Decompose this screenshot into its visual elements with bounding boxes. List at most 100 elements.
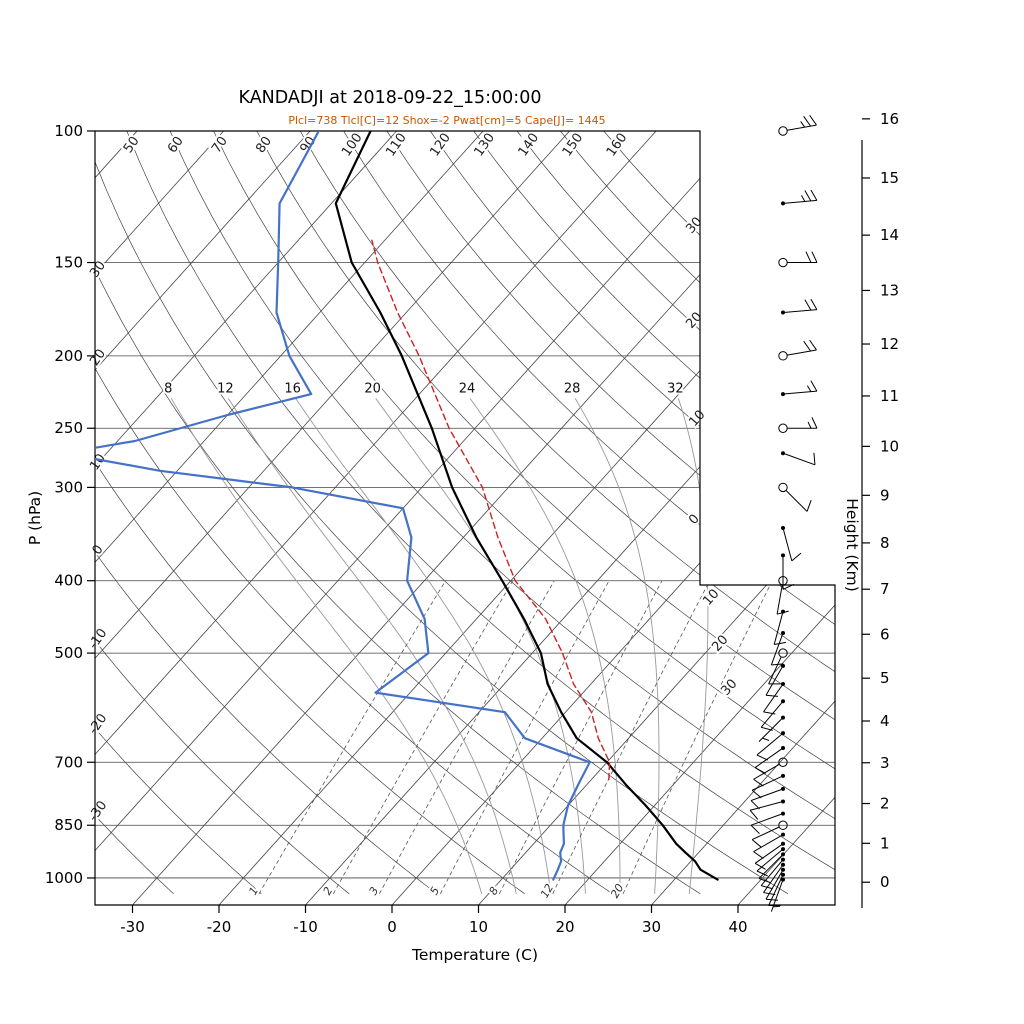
svg-text:160: 160 [604, 131, 631, 160]
parcel-profile [371, 239, 611, 781]
svg-text:30: 30 [642, 918, 661, 936]
svg-text:8: 8 [880, 534, 890, 552]
wind-barb [754, 746, 785, 774]
svg-text:0: 0 [90, 542, 107, 557]
svg-text:6: 6 [880, 625, 890, 643]
svg-text:100: 100 [339, 131, 366, 160]
wind-barb [778, 251, 818, 268]
wind-barb [768, 648, 788, 685]
svg-text:1: 1 [246, 885, 261, 898]
svg-text:150: 150 [54, 254, 83, 272]
wind-barb [773, 609, 787, 645]
svg-text:14: 14 [880, 226, 899, 244]
svg-text:-10: -10 [293, 918, 318, 936]
svg-text:2: 2 [321, 885, 336, 898]
svg-text:20: 20 [709, 632, 731, 654]
svg-text:13: 13 [880, 281, 899, 299]
svg-text:32: 32 [667, 381, 684, 396]
wind-barb [753, 832, 785, 859]
wind-barb [781, 451, 816, 466]
wind-barb [754, 841, 785, 870]
wind-barb [749, 799, 785, 820]
svg-text:40: 40 [728, 918, 747, 936]
wind-barb [781, 525, 802, 562]
svg-text:20: 20 [555, 918, 574, 936]
svg-text:12: 12 [217, 381, 234, 396]
svg-text:50: 50 [121, 134, 143, 156]
svg-text:10: 10 [686, 407, 708, 429]
svg-text:120: 120 [427, 131, 454, 160]
isotherm-grid [95, 131, 835, 905]
moist-adiabats [170, 398, 709, 894]
svg-text:-30: -30 [86, 798, 110, 824]
svg-text:8: 8 [487, 885, 502, 898]
svg-text:30: 30 [718, 676, 740, 698]
dewpoint-profile [95, 131, 591, 881]
svg-text:-10: -10 [86, 626, 110, 652]
wind-barb [756, 847, 785, 877]
svg-text:130: 130 [472, 131, 499, 160]
height-axis-title: Height (Km) [843, 498, 861, 592]
wind-barb [778, 339, 817, 361]
wind-barb [750, 811, 785, 835]
pressure-axis-title: P (hPa) [26, 491, 44, 545]
wind-barb [781, 380, 818, 397]
svg-text:700: 700 [54, 753, 83, 771]
svg-text:5: 5 [880, 669, 890, 687]
svg-text:400: 400 [54, 572, 83, 590]
wind-barb [781, 298, 818, 315]
wind-barb [778, 482, 812, 512]
svg-text:1: 1 [880, 834, 890, 852]
wind-barb [758, 852, 785, 884]
svg-text:60: 60 [165, 134, 187, 156]
svg-text:2: 2 [880, 795, 890, 813]
wind-barb [781, 189, 818, 206]
svg-text:110: 110 [383, 131, 410, 160]
wind-barb [760, 699, 785, 731]
svg-text:16: 16 [880, 110, 899, 128]
svg-text:-30: -30 [120, 918, 145, 936]
temperature-axis-title: Temperature (C) [411, 946, 538, 964]
svg-text:250: 250 [54, 419, 83, 437]
svg-text:80: 80 [253, 134, 275, 156]
pressure-axis: 100 150 200 250 300 400 500 700 850 1000 P (hPa) [26, 122, 95, 887]
wind-barb [770, 631, 785, 666]
svg-text:300: 300 [54, 478, 83, 496]
background-grid [95, 131, 835, 905]
svg-text:20: 20 [683, 309, 705, 331]
wind-barb [763, 682, 785, 715]
svg-text:9: 9 [880, 486, 890, 504]
svg-text:70: 70 [209, 134, 231, 156]
mixing-ratio-labels: 1 2 3 5 8 12 20 [244, 880, 628, 903]
temperature-axis: -30 -20 -10 0 10 20 30 40 Temperature (C) [120, 905, 748, 964]
wind-barb [751, 820, 788, 848]
svg-text:-20: -20 [207, 918, 232, 936]
svg-text:850: 850 [54, 816, 83, 834]
wind-barb [778, 114, 817, 136]
sounding-profiles [95, 131, 719, 881]
svg-text:10: 10 [469, 918, 488, 936]
wind-barb [753, 757, 788, 787]
svg-text:7: 7 [880, 580, 890, 598]
temperature-profile [334, 131, 719, 881]
svg-text:200: 200 [54, 347, 83, 365]
svg-text:20: 20 [87, 347, 109, 369]
wind-barb [756, 731, 785, 761]
svg-text:0: 0 [880, 873, 890, 891]
svg-text:1000: 1000 [45, 869, 83, 887]
svg-text:12: 12 [880, 335, 899, 353]
dry-adiabats [95, 131, 835, 895]
svg-text:15: 15 [880, 169, 899, 187]
svg-text:5: 5 [427, 885, 442, 898]
svg-text:16: 16 [284, 381, 301, 396]
svg-text:28: 28 [564, 381, 581, 396]
svg-text:4: 4 [880, 712, 890, 730]
isobar-grid [95, 131, 835, 879]
svg-text:20: 20 [364, 381, 381, 396]
svg-text:20: 20 [608, 882, 626, 901]
wind-barb [763, 862, 785, 896]
mixing-ratio-lines [258, 580, 773, 894]
